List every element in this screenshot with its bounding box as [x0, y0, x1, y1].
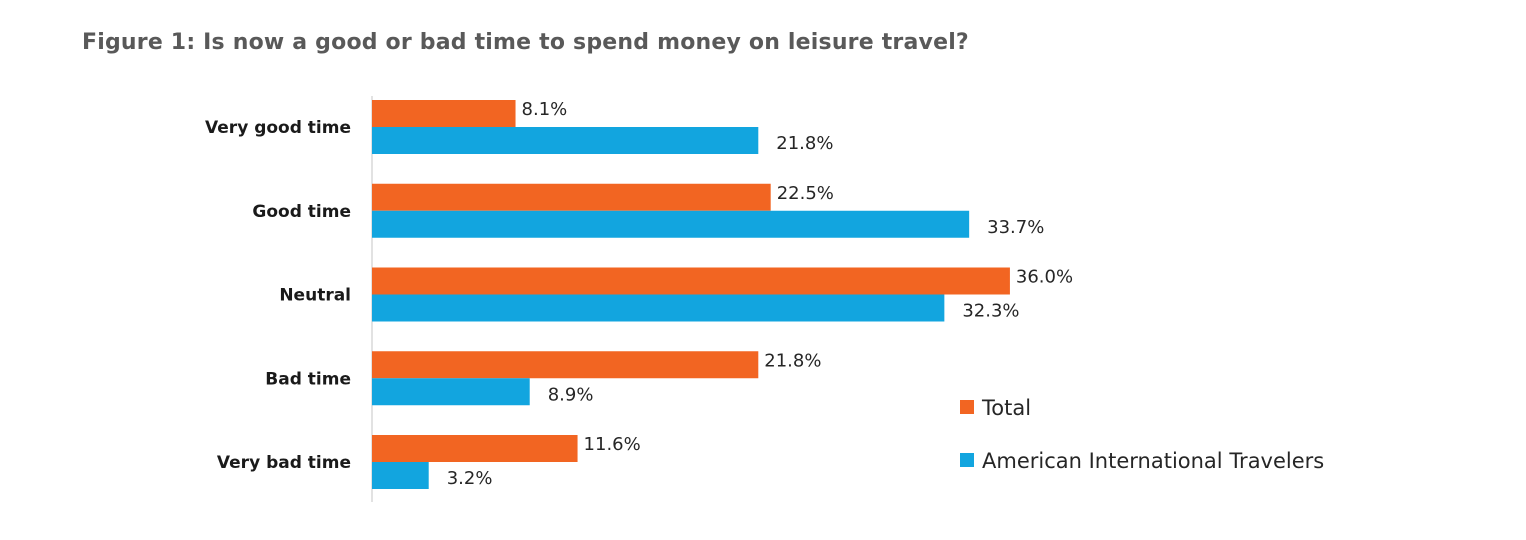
legend: Total American International Travelers [960, 396, 1324, 473]
bar-american-international-travelers-neutral [372, 294, 945, 322]
legend-swatch-american-international-travelers [960, 453, 974, 467]
data-label-american-international-travelers-neutral: 32.3% [962, 301, 1019, 322]
data-label-total-bad-time: 21.8% [764, 350, 821, 371]
bar-american-international-travelers-very-good-time [372, 127, 759, 154]
data-label-total-neutral: 36.0% [1016, 267, 1073, 288]
category-label-good-time: Good time [252, 202, 351, 222]
bar-total-very-good-time [372, 100, 516, 127]
category-label-very-good-time: Very good time [205, 118, 351, 138]
data-label-american-international-travelers-good-time: 33.7% [987, 217, 1044, 238]
data-label-total-very-good-time: 8.1% [522, 99, 568, 120]
legend-label-total: Total [981, 396, 1031, 420]
category-label-very-bad-time: Very bad time [217, 453, 351, 473]
data-label-american-international-travelers-very-bad-time: 3.2% [447, 468, 493, 489]
data-label-american-international-travelers-very-good-time: 21.8% [776, 133, 833, 154]
chart-title: Figure 1: Is now a good or bad time to s… [82, 30, 969, 55]
legend-label-american-international-travelers: American International Travelers [982, 449, 1324, 473]
legend-swatch-total [960, 400, 974, 414]
bar-american-international-travelers-good-time [372, 210, 970, 238]
data-label-total-very-bad-time: 11.6% [584, 434, 641, 455]
bar-total-neutral [372, 267, 1010, 295]
data-label-total-good-time: 22.5% [777, 183, 834, 204]
bars-layer: Very good time 8.1% 21.8% Good time 22.5% 33.… [205, 99, 1073, 489]
data-label-american-international-travelers-bad-time: 8.9% [548, 384, 594, 405]
bar-american-international-travelers-very-bad-time [372, 462, 429, 489]
bar-american-international-travelers-bad-time [372, 378, 530, 406]
bar-total-very-bad-time [372, 435, 578, 462]
category-label-bad-time: Bad time [265, 369, 351, 389]
bar-total-bad-time [372, 351, 759, 379]
category-label-neutral: Neutral [279, 286, 351, 306]
bar-total-good-time [372, 183, 771, 211]
